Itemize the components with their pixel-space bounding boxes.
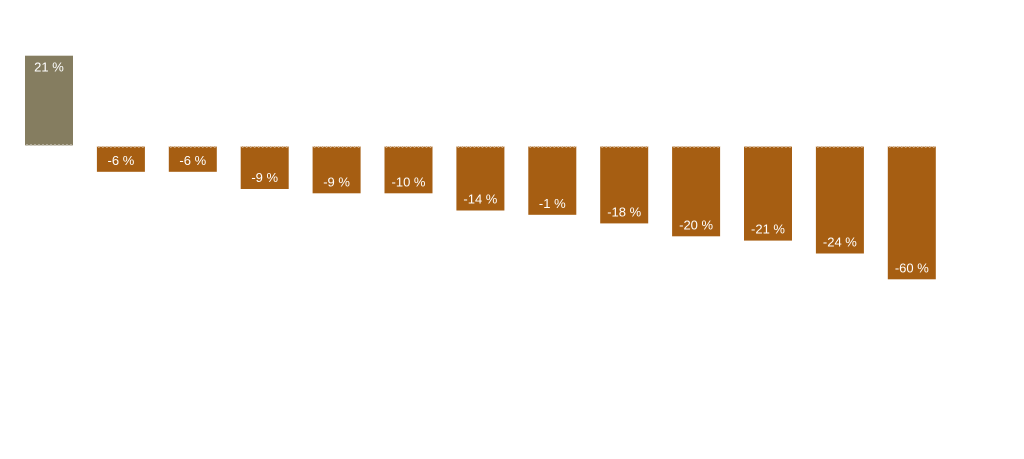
bar-8 xyxy=(528,146,577,215)
bar-11 xyxy=(744,146,792,241)
bar-edge-3 xyxy=(168,145,218,148)
bar-3 xyxy=(168,146,217,172)
bar-edge-4 xyxy=(240,145,289,148)
bar-edge-10 xyxy=(671,145,721,148)
bar-value-label-11: -21 % xyxy=(751,222,785,237)
bar-13 xyxy=(887,146,936,280)
bar-value-label-1: 21 % xyxy=(34,60,64,75)
bar-edge-2 xyxy=(96,145,146,148)
bar-edge-5 xyxy=(312,145,361,148)
bar-value-label-2: -6 % xyxy=(108,153,135,168)
bar-10 xyxy=(672,146,721,237)
bar-1 xyxy=(25,55,73,147)
bar-edge-6 xyxy=(384,145,433,148)
bar-edge-9 xyxy=(599,145,649,148)
bar-edge-1 xyxy=(24,144,74,147)
bar-value-label-12: -24 % xyxy=(823,235,857,250)
bar-edge-8 xyxy=(528,145,577,148)
bar-value-label-10: -20 % xyxy=(679,217,713,232)
bar-edge-11 xyxy=(743,145,793,148)
bar-value-label-7: -14 % xyxy=(463,192,497,207)
bar-7 xyxy=(456,146,505,211)
bar-4 xyxy=(240,146,289,189)
bar-6 xyxy=(384,146,433,194)
bar-edge-7 xyxy=(456,145,505,148)
bar-value-label-9: -18 % xyxy=(607,204,641,219)
bar-value-label-8: -1 % xyxy=(539,196,566,211)
bar-value-label-3: -6 % xyxy=(179,153,206,168)
bar-edge-13 xyxy=(887,145,937,148)
bar-value-label-4: -9 % xyxy=(251,170,278,185)
bar-12 xyxy=(815,146,864,254)
bar-value-label-5: -9 % xyxy=(323,174,350,189)
bar-value-label-6: -10 % xyxy=(392,174,426,189)
bar-9 xyxy=(600,146,649,224)
bar-5 xyxy=(312,146,361,194)
bar-value-label-13: -60 % xyxy=(895,260,929,275)
bar-2 xyxy=(96,146,145,172)
bar-edge-12 xyxy=(815,145,865,148)
